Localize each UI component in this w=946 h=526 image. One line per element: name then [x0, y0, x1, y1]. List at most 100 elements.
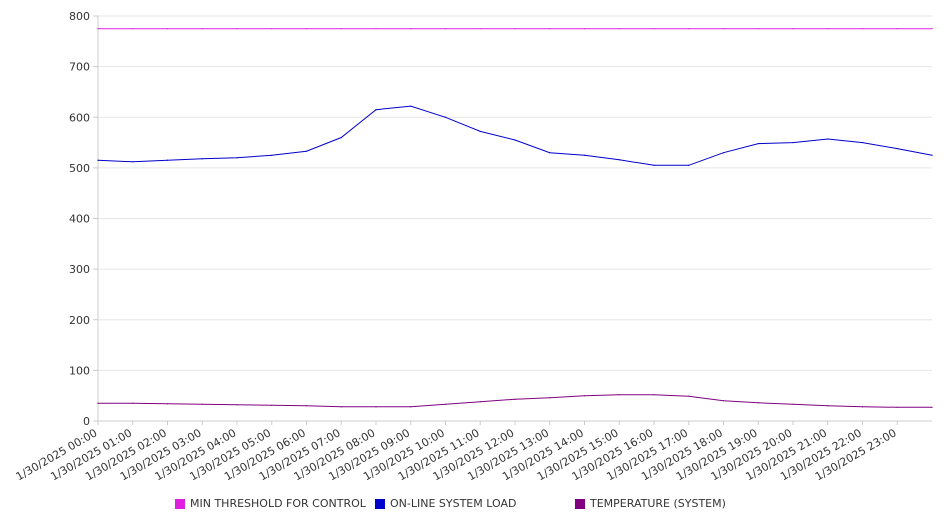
data-point-series-1	[931, 154, 933, 156]
data-point-series-2	[271, 404, 273, 406]
data-point-series-0	[444, 28, 447, 30]
data-point-series-2	[757, 402, 759, 404]
data-point-series-1	[97, 159, 99, 161]
data-point-series-2	[896, 406, 898, 408]
y-tick-label: 700	[69, 61, 90, 74]
legend-item-online-system-load[interactable]: ON-LINE SYSTEM LOAD	[375, 497, 516, 510]
data-point-series-0	[583, 28, 586, 30]
data-point-series-0	[97, 28, 99, 30]
data-point-series-2	[340, 406, 342, 408]
legend: MIN THRESHOLD FOR CONTROL ON-LINE SYSTEM…	[0, 497, 946, 515]
data-point-series-1	[514, 139, 516, 141]
data-point-series-2	[688, 395, 690, 397]
series-lines	[97, 28, 933, 408]
data-point-series-1	[201, 158, 203, 160]
series-line-2	[98, 394, 932, 408]
y-tick-label: 600	[69, 111, 90, 124]
data-point-series-1	[132, 161, 134, 163]
data-point-series-1	[305, 150, 308, 152]
data-point-series-0	[410, 28, 412, 30]
data-point-series-2	[375, 406, 377, 408]
data-point-series-1	[757, 142, 759, 145]
legend-label-temperature-system: TEMPERATURE (SYSTEM)	[590, 497, 726, 510]
data-point-series-0	[201, 28, 203, 30]
data-point-series-0	[305, 28, 308, 30]
data-point-series-1	[271, 154, 273, 156]
data-point-series-2	[132, 402, 134, 404]
data-point-series-2	[618, 394, 620, 396]
legend-item-min-threshold[interactable]: MIN THRESHOLD FOR CONTROL	[175, 497, 366, 510]
data-point-series-2	[97, 402, 99, 404]
data-point-series-1	[827, 138, 829, 140]
y-tick-label: 100	[69, 364, 90, 377]
legend-swatch-min-threshold	[175, 498, 185, 509]
y-tick-label: 500	[69, 162, 90, 175]
data-point-series-0	[688, 28, 690, 30]
y-tick-label: 200	[69, 314, 90, 327]
data-point-series-1	[444, 116, 447, 118]
data-point-series-0	[514, 28, 516, 30]
data-point-series-2	[410, 406, 412, 408]
data-point-series-1	[653, 164, 655, 166]
y-axis-ticks: 0 100 200 300 400 500 600 700 800	[69, 10, 98, 428]
legend-swatch-temperature-system	[575, 498, 585, 509]
data-point-series-0	[931, 28, 933, 30]
y-tick-label: 0	[83, 415, 90, 428]
y-tick-label: 400	[69, 213, 90, 226]
data-point-series-1	[896, 148, 898, 150]
data-point-series-2	[583, 395, 586, 397]
series-line-1	[97, 105, 933, 166]
data-point-series-0	[618, 28, 620, 30]
data-point-series-0	[896, 28, 898, 30]
legend-label-min-threshold: MIN THRESHOLD FOR CONTROL	[190, 497, 366, 510]
data-point-series-2	[653, 394, 655, 396]
data-point-series-0	[653, 28, 655, 30]
data-point-series-2	[549, 397, 551, 399]
data-point-series-0	[479, 28, 481, 30]
data-point-series-2	[792, 403, 794, 405]
legend-item-temperature-system[interactable]: TEMPERATURE (SYSTEM)	[575, 497, 726, 510]
data-point-series-1	[792, 141, 794, 144]
data-point-series-1	[688, 164, 690, 166]
data-point-series-0	[827, 28, 829, 30]
data-point-series-2	[236, 404, 238, 406]
data-point-series-0	[757, 28, 759, 30]
data-point-series-0	[340, 28, 342, 30]
y-tick-label: 300	[69, 263, 90, 276]
data-point-series-0	[792, 28, 794, 30]
data-point-series-1	[166, 159, 169, 161]
data-point-series-2	[514, 398, 516, 400]
data-point-series-2	[305, 405, 308, 407]
data-point-series-2	[444, 403, 447, 405]
x-axis-ticks: 1/30/2025 00:001/30/2025 01:001/30/2025 …	[14, 421, 899, 483]
data-point-series-0	[236, 28, 238, 30]
data-point-series-1	[479, 130, 481, 133]
data-point-series-2	[861, 406, 864, 408]
y-tick-label: 800	[69, 10, 90, 23]
data-point-series-1	[236, 157, 238, 159]
data-point-series-1	[583, 154, 586, 156]
data-point-series-1	[861, 141, 864, 144]
data-point-series-2	[201, 403, 203, 405]
data-point-series-2	[166, 403, 169, 405]
legend-swatch-online-system-load	[375, 498, 385, 509]
data-point-series-2	[722, 400, 725, 402]
data-point-series-0	[861, 28, 864, 30]
data-point-series-0	[375, 28, 377, 30]
data-point-series-1	[375, 109, 377, 111]
data-point-series-0	[722, 28, 725, 30]
gridlines	[98, 15, 932, 422]
data-point-series-2	[827, 405, 829, 407]
data-point-series-0	[549, 28, 551, 30]
data-point-series-1	[722, 152, 725, 154]
data-point-series-0	[132, 28, 134, 30]
data-point-series-2	[479, 401, 481, 403]
data-point-series-1	[340, 136, 342, 139]
data-point-series-0	[271, 28, 273, 30]
data-point-series-1	[618, 159, 620, 161]
data-point-series-0	[166, 28, 169, 30]
legend-label-online-system-load: ON-LINE SYSTEM LOAD	[390, 497, 517, 510]
data-point-series-1	[549, 152, 551, 154]
data-point-series-1	[410, 105, 412, 107]
